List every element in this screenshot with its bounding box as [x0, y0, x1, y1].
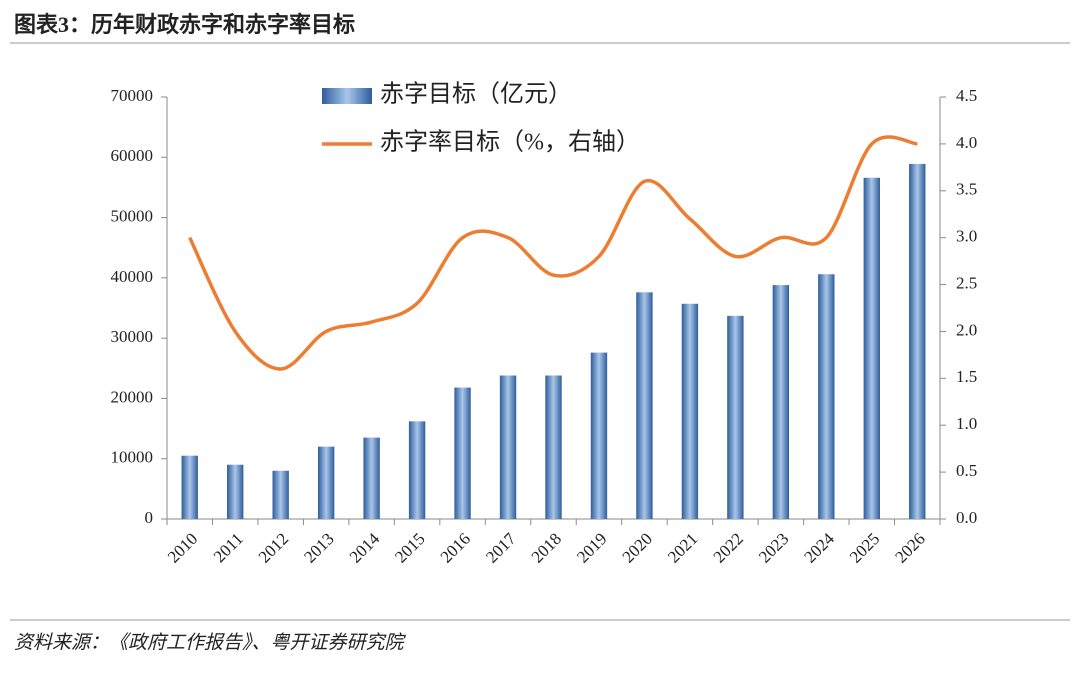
x-tick-label: 2017 — [482, 529, 520, 567]
y2-tick-label: 2.5 — [956, 273, 977, 292]
x-tick-label: 2023 — [755, 529, 792, 566]
bar — [727, 315, 744, 519]
x-tick-label: 2020 — [619, 529, 656, 566]
bar — [272, 470, 289, 519]
y2-tick-label: 1.5 — [956, 367, 977, 386]
x-tick-label: 2015 — [391, 529, 428, 566]
bar — [408, 421, 426, 519]
bar — [545, 375, 562, 519]
y2-tick-label: 0.5 — [956, 461, 977, 480]
x-tick-label: 2021 — [664, 529, 701, 566]
line — [188, 135, 918, 371]
source-note: 资料来源：《政府工作报告》、粤开证券研究院 — [14, 631, 407, 653]
bar — [454, 387, 471, 519]
y-tick-label: 40000 — [111, 267, 154, 286]
bar — [227, 464, 244, 519]
y2-tick-label: 3.5 — [956, 180, 977, 199]
bar — [181, 455, 198, 519]
legend-label: 赤字目标（亿元） — [380, 81, 572, 108]
x-tick-label: 2011 — [210, 529, 247, 566]
y2-tick-label: 0.0 — [956, 508, 977, 527]
legend-swatch — [322, 88, 372, 104]
y-tick-label: 0 — [145, 508, 154, 527]
legend-label: 赤字率目标（%，右轴） — [380, 129, 640, 156]
x-tick-label: 2019 — [573, 529, 610, 566]
bar — [863, 177, 880, 520]
x-tick-label: 2018 — [528, 529, 565, 566]
y2-tick-label: 3.0 — [956, 227, 977, 246]
x-tick-label: 2014 — [346, 529, 384, 567]
bar — [772, 285, 790, 519]
x-tick-label: 2025 — [846, 529, 883, 566]
bar — [636, 292, 653, 519]
y-tick-label: 10000 — [111, 448, 154, 467]
y-tick-label: 50000 — [111, 206, 154, 225]
y2-tick-label: 1.0 — [956, 414, 977, 433]
y-tick-label: 30000 — [111, 327, 154, 346]
bar — [363, 437, 380, 519]
y2-tick-label: 4.5 — [956, 86, 977, 105]
bar — [590, 352, 608, 519]
x-tick-label: 2022 — [709, 529, 746, 566]
bar — [681, 303, 699, 519]
bar — [317, 446, 335, 519]
bar — [818, 274, 835, 519]
x-tick-label: 2010 — [164, 529, 201, 566]
x-tick-label: 2013 — [300, 529, 337, 566]
chart-title: 图表3：历年财政赤字和赤字率目标 — [14, 12, 355, 37]
y2-tick-label: 2.0 — [956, 320, 977, 339]
x-tick-label: 2026 — [891, 529, 928, 566]
x-tick-label: 2016 — [437, 529, 474, 566]
y-tick-label: 70000 — [111, 86, 154, 105]
y2-tick-label: 4.0 — [956, 133, 977, 152]
y-tick-label: 60000 — [111, 146, 154, 165]
x-tick-label: 2012 — [255, 529, 292, 566]
bar — [909, 163, 926, 519]
x-tick-label: 2024 — [800, 529, 838, 567]
y-tick-label: 20000 — [111, 387, 154, 406]
bar — [499, 375, 517, 519]
